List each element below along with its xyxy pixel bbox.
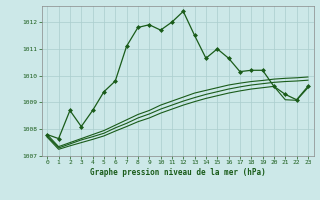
- X-axis label: Graphe pression niveau de la mer (hPa): Graphe pression niveau de la mer (hPa): [90, 168, 266, 177]
